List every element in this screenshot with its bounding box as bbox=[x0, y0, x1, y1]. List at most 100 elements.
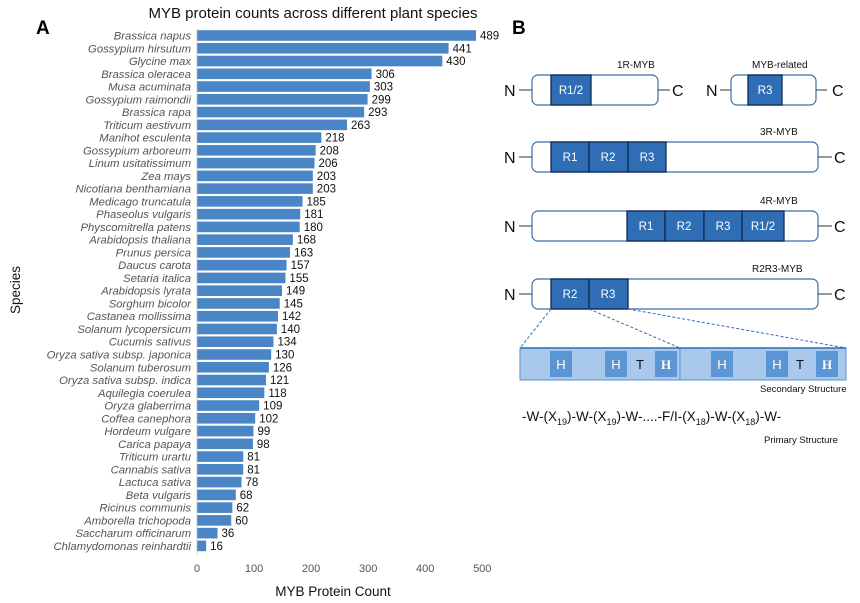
helix-label: H bbox=[717, 357, 726, 372]
bar bbox=[197, 183, 313, 194]
category-label: Phaseolus vulgaris bbox=[96, 209, 191, 221]
secondary-structure-label: Secondary Structure bbox=[760, 384, 847, 395]
repeat-label: R1 bbox=[639, 221, 654, 233]
c-terminus: C bbox=[834, 287, 846, 304]
data-label: 118 bbox=[268, 388, 286, 400]
category-label: Linum usitatissimum bbox=[89, 158, 191, 170]
bar bbox=[197, 336, 274, 348]
repeat-label: R3 bbox=[640, 152, 655, 164]
category-label: Arabidopsis thaliana bbox=[88, 235, 191, 247]
x-tick-label: 400 bbox=[416, 563, 434, 575]
bar bbox=[197, 30, 476, 41]
repeat-label: R2 bbox=[601, 152, 616, 164]
bar bbox=[197, 259, 287, 271]
bar bbox=[197, 310, 279, 322]
data-label: 130 bbox=[275, 350, 294, 362]
helix-label: H bbox=[661, 357, 671, 372]
data-label: 149 bbox=[286, 286, 305, 298]
repeat-box bbox=[747, 74, 783, 106]
bar bbox=[197, 81, 370, 92]
repeat-label: R3 bbox=[758, 85, 773, 97]
category-label: Brassica napus bbox=[114, 31, 192, 43]
bar bbox=[197, 42, 449, 54]
category-label: Zea mays bbox=[140, 171, 191, 183]
category-label: Musa acuminata bbox=[108, 82, 191, 94]
bar bbox=[197, 106, 365, 118]
data-label: 134 bbox=[277, 337, 297, 349]
category-label: Amborella trichopoda bbox=[83, 515, 191, 527]
bar bbox=[197, 476, 242, 488]
category-label: Oryza glaberrima bbox=[104, 401, 191, 413]
category-label: Gossypium raimondii bbox=[86, 94, 192, 106]
data-label: 306 bbox=[376, 69, 395, 81]
category-label: Carica papaya bbox=[118, 439, 191, 451]
bar bbox=[197, 68, 372, 80]
data-label: 142 bbox=[282, 311, 301, 323]
category-label: Oryza sativa subsp. indica bbox=[59, 375, 191, 387]
data-label: 99 bbox=[257, 426, 270, 438]
bar bbox=[197, 170, 313, 182]
bar bbox=[197, 413, 256, 424]
c-terminus: C bbox=[834, 150, 846, 167]
category-label: Triticum aestivum bbox=[103, 120, 191, 132]
data-label: 303 bbox=[374, 82, 393, 94]
category-label: Glycine max bbox=[129, 56, 192, 68]
data-label: 16 bbox=[210, 541, 223, 553]
panel-a-label: A bbox=[36, 18, 50, 39]
x-tick-label: 0 bbox=[194, 563, 200, 575]
data-label: 293 bbox=[368, 107, 387, 119]
bar bbox=[197, 272, 286, 284]
domain-r2r3-myb: R2R3-MYB N R2 R3 C bbox=[504, 264, 846, 310]
bar bbox=[197, 464, 244, 475]
category-label: Gossypium arboreum bbox=[83, 145, 191, 157]
data-label: 145 bbox=[284, 298, 303, 310]
category-label: Brassica oleracea bbox=[101, 69, 191, 81]
domain-4r-myb: 4R-MYB N R1 R2 R3 R1/2 C bbox=[504, 196, 846, 242]
data-label: 140 bbox=[281, 324, 300, 336]
category-label: Brassica rapa bbox=[122, 107, 191, 119]
bar bbox=[197, 157, 315, 169]
category-label: Oryza sativa subsp. japonica bbox=[47, 350, 191, 362]
bar bbox=[197, 234, 293, 245]
bar bbox=[197, 196, 303, 207]
data-label: 78 bbox=[246, 477, 259, 489]
data-label: 81 bbox=[247, 452, 260, 464]
x-axis-label: MYB Protein Count bbox=[275, 584, 391, 599]
domain-3r-myb: 3R-MYB N R1 R2 R3 C bbox=[504, 127, 846, 173]
data-label: 98 bbox=[257, 439, 270, 451]
bar bbox=[197, 119, 348, 131]
repeat-label: R1/2 bbox=[751, 221, 775, 233]
repeat-label: R2 bbox=[677, 221, 692, 233]
bar bbox=[197, 361, 269, 373]
category-label: Physcomitrella patens bbox=[80, 222, 191, 234]
bar bbox=[197, 145, 316, 156]
bar bbox=[197, 502, 233, 513]
repeat-label: R3 bbox=[601, 289, 616, 301]
turn-label: T bbox=[796, 357, 804, 372]
bar bbox=[197, 451, 244, 462]
bar bbox=[197, 527, 218, 539]
data-label: 263 bbox=[351, 120, 370, 132]
category-label: Solanum tuberosum bbox=[90, 362, 191, 374]
domain-name-1r-myb: 1R-MYB bbox=[617, 60, 655, 71]
helix-label: H bbox=[611, 357, 620, 372]
x-tick-label: 300 bbox=[359, 563, 377, 575]
domain-name-3r-myb: 3R-MYB bbox=[760, 127, 798, 138]
bar-chart: Brassica napus 489 Gossypium hirsutum 441 Gl… bbox=[47, 30, 499, 575]
data-label: 203 bbox=[317, 184, 336, 196]
data-label: 489 bbox=[480, 31, 499, 43]
turn-label: T bbox=[636, 357, 644, 372]
zoom-lines bbox=[519, 308, 847, 349]
data-label: 60 bbox=[235, 515, 248, 527]
helix-label: H bbox=[772, 357, 781, 372]
primary-sequence: -W-(X19)-W-(X19)-W-....-F/I-(X18)-W-(X18… bbox=[522, 409, 781, 427]
bar bbox=[197, 400, 260, 411]
data-label: 102 bbox=[259, 413, 278, 425]
bar bbox=[197, 540, 207, 552]
bar bbox=[197, 349, 272, 360]
data-label: 180 bbox=[304, 222, 323, 234]
category-label: Castanea mollissima bbox=[87, 311, 191, 323]
category-label: Aquilegia coerulea bbox=[97, 388, 191, 400]
n-terminus: N bbox=[504, 83, 516, 100]
n-terminus: N bbox=[504, 150, 516, 167]
